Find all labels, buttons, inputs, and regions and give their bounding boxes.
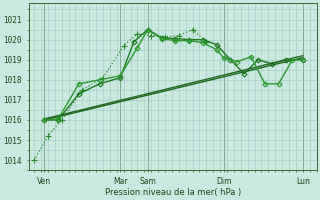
X-axis label: Pression niveau de la mer( hPa ): Pression niveau de la mer( hPa ) <box>105 188 241 197</box>
